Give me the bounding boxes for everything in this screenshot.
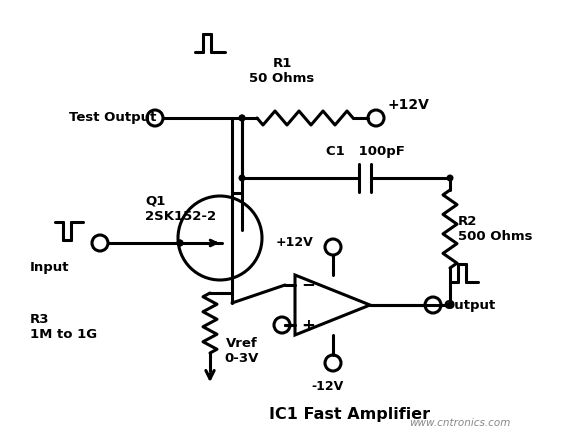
- Text: IC1 Fast Amplifier: IC1 Fast Amplifier: [269, 407, 430, 422]
- Circle shape: [176, 239, 183, 247]
- Circle shape: [238, 175, 245, 181]
- Circle shape: [238, 114, 245, 121]
- Circle shape: [425, 297, 441, 313]
- Text: -12V: -12V: [312, 380, 344, 393]
- Text: Output: Output: [443, 299, 495, 311]
- Circle shape: [325, 355, 341, 371]
- Text: Vref
0-3V: Vref 0-3V: [225, 337, 259, 365]
- Text: C1   100pF: C1 100pF: [325, 145, 405, 158]
- Text: Q1
2SK152-2: Q1 2SK152-2: [145, 195, 216, 223]
- Text: +12V: +12V: [388, 98, 430, 112]
- Text: Input: Input: [30, 261, 69, 274]
- Text: R3
1M to 1G: R3 1M to 1G: [30, 313, 97, 341]
- Text: +: +: [301, 317, 315, 335]
- Text: +12V: +12V: [275, 236, 313, 250]
- Circle shape: [92, 235, 108, 251]
- Circle shape: [176, 239, 183, 247]
- Circle shape: [238, 114, 245, 121]
- Circle shape: [368, 110, 384, 126]
- Text: www.cntronics.com: www.cntronics.com: [409, 418, 511, 428]
- Circle shape: [446, 302, 453, 308]
- Text: −: −: [301, 275, 315, 293]
- Circle shape: [446, 175, 453, 181]
- Circle shape: [325, 239, 341, 255]
- Circle shape: [274, 317, 290, 333]
- Circle shape: [147, 110, 163, 126]
- Text: R1
50 Ohms: R1 50 Ohms: [249, 57, 315, 85]
- Text: R2
500 Ohms: R2 500 Ohms: [458, 215, 532, 243]
- Text: Test Output: Test Output: [69, 111, 156, 124]
